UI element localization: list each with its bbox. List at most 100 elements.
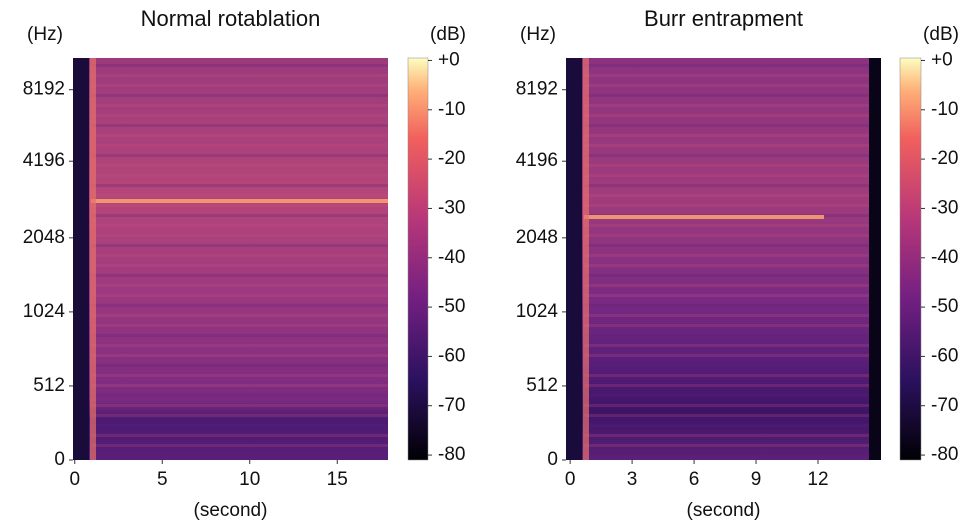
- spectral-band: [584, 384, 881, 387]
- spectral-band: [584, 314, 881, 317]
- colorbar: [899, 57, 922, 461]
- silence-right: [869, 58, 881, 460]
- spectral-band: [91, 124, 388, 127]
- spectral-band: [584, 174, 881, 177]
- spectral-band: [91, 264, 388, 267]
- colorbar-label: (dB): [923, 24, 959, 45]
- spectral-band: [91, 154, 388, 157]
- spectral-band: [91, 284, 388, 287]
- spectral-band: [91, 164, 388, 167]
- colorbar-tick-label: -10: [931, 99, 958, 120]
- x-tick-label: 0: [565, 469, 576, 490]
- spectral-band: [584, 354, 881, 357]
- spectral-band: [91, 94, 388, 97]
- spectral-band: [584, 104, 881, 107]
- spectral-band: [91, 414, 388, 417]
- spectral-band: [584, 434, 881, 437]
- spectral-band: [584, 134, 881, 137]
- x-axis-label: (second): [687, 500, 761, 521]
- spectral-band: [91, 394, 388, 397]
- spectral-band: [584, 184, 881, 187]
- colorbar-tick-label: -50: [438, 296, 465, 317]
- colorbar-tick-label: -40: [931, 247, 958, 268]
- spectral-band: [91, 334, 388, 337]
- spectral-band: [584, 94, 881, 97]
- y-tick-label: 0: [54, 449, 65, 470]
- spectral-band: [584, 244, 881, 247]
- colorbar-tick-label: -30: [438, 197, 465, 218]
- spectral-band: [584, 334, 881, 337]
- spectral-band: [584, 284, 881, 287]
- y-tick-label: 4196: [23, 150, 65, 171]
- onset-strip: [90, 58, 96, 460]
- spectral-band: [584, 74, 881, 77]
- spectral-band: [91, 254, 388, 257]
- spectral-band: [91, 374, 388, 377]
- x-tick-label: 10: [239, 469, 260, 490]
- harmonic-band: [584, 215, 824, 219]
- colorbar-tick-label: -60: [931, 345, 958, 366]
- spectral-band: [91, 434, 388, 437]
- spectral-band: [584, 374, 881, 377]
- spectral-band: [91, 444, 388, 447]
- colorbar-tick-label: -20: [438, 148, 465, 169]
- colorbar-tick-label: -10: [438, 99, 465, 120]
- y-tick-label: 8192: [516, 79, 558, 100]
- spectral-band: [584, 154, 881, 157]
- colorbar-tick-label: +0: [931, 49, 953, 70]
- x-tick-label: 3: [627, 469, 638, 490]
- spectral-band: [584, 224, 881, 227]
- spectral-band: [584, 64, 881, 67]
- spectral-band: [584, 194, 881, 197]
- spectral-band: [584, 394, 881, 397]
- spectral-band: [91, 424, 388, 427]
- y-tick-label: 2048: [23, 227, 65, 248]
- y-tick-label: 8192: [23, 79, 65, 100]
- spectral-band: [91, 314, 388, 317]
- spectral-band: [584, 234, 881, 237]
- spectral-band: [91, 244, 388, 247]
- silence-left: [73, 58, 89, 460]
- x-tick-label: 5: [157, 469, 168, 490]
- x-tick-label: 0: [69, 469, 80, 490]
- spectral-band: [91, 224, 388, 227]
- colorbar-tick-label: -30: [931, 197, 958, 218]
- y-tick-label: 4196: [516, 150, 558, 171]
- spectral-band: [584, 84, 881, 87]
- spectral-band: [91, 184, 388, 187]
- spectral-band: [584, 294, 881, 297]
- spectral-band: [584, 444, 881, 447]
- spectral-band: [584, 404, 881, 407]
- spectral-band: [584, 124, 881, 127]
- spectral-band: [584, 324, 881, 327]
- spectral-band: [584, 264, 881, 267]
- spectral-band: [584, 304, 881, 307]
- spectral-band: [91, 134, 388, 137]
- colorbar-tick-label: -40: [438, 247, 465, 268]
- y-tick-label: 0: [547, 449, 558, 470]
- harmonic-band: [91, 199, 388, 203]
- y-tick-label: 512: [526, 375, 558, 396]
- colorbar-tick-label: -70: [438, 395, 465, 416]
- spectral-band: [584, 204, 881, 207]
- x-tick-label: 15: [327, 469, 348, 490]
- spectral-band: [584, 344, 881, 347]
- spectral-band: [91, 194, 388, 197]
- silence-left: [566, 58, 582, 460]
- spectral-band: [91, 324, 388, 327]
- colorbar-tick-label: -80: [931, 444, 958, 465]
- y-tick-label: 1024: [23, 301, 66, 322]
- spectral-band: [91, 204, 388, 207]
- y-unit-label: (Hz): [520, 24, 556, 45]
- spectral-band: [91, 174, 388, 177]
- x-tick-label: 9: [751, 469, 762, 490]
- panel-title: Normal rotablation: [141, 6, 321, 31]
- spectral-band: [91, 114, 388, 117]
- spectral-band: [91, 384, 388, 387]
- spectral-band: [91, 74, 388, 77]
- x-tick-label: 6: [689, 469, 700, 490]
- spectral-band: [91, 64, 388, 67]
- colorbar-tick-label: -50: [931, 296, 958, 317]
- spectral-band: [584, 144, 881, 147]
